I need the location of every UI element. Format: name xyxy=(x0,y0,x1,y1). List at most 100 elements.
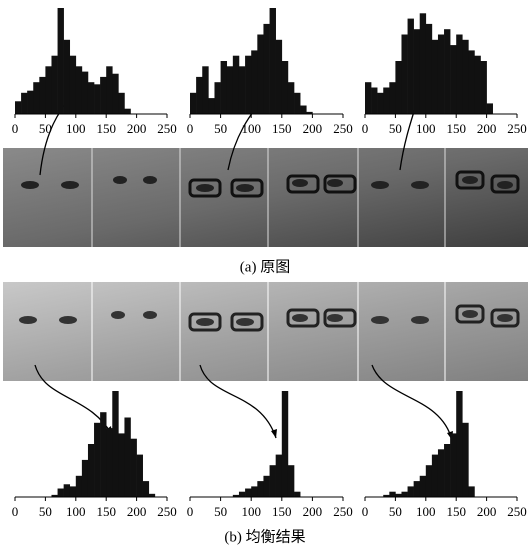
histogram-bar xyxy=(389,492,395,497)
x-tick-label: 150 xyxy=(96,121,116,136)
x-tick-label: 100 xyxy=(416,504,436,519)
histogram-bar xyxy=(82,460,88,497)
x-tick-label: 200 xyxy=(303,121,323,136)
histogram-bar xyxy=(438,449,444,497)
x-tick-label: 0 xyxy=(187,121,194,136)
histogram-bar xyxy=(294,492,300,497)
x-tick-label: 0 xyxy=(187,504,194,519)
histogram-bar xyxy=(118,93,124,114)
histogram-bar xyxy=(444,29,450,114)
x-tick-label: 200 xyxy=(477,504,497,519)
histogram-bar xyxy=(76,476,82,497)
faces-original xyxy=(3,148,528,247)
histogram-bar xyxy=(196,77,202,114)
histogram-bar xyxy=(408,19,414,114)
x-tick-label: 250 xyxy=(157,121,177,136)
histogram-bar xyxy=(106,66,112,114)
histogram-bar xyxy=(401,492,407,497)
histogram-bar xyxy=(70,56,76,114)
histogram-bar xyxy=(82,72,88,114)
histogram-bar xyxy=(100,77,106,114)
histogram-bar xyxy=(276,455,282,497)
histogram-bar xyxy=(137,455,143,497)
histogram-bar xyxy=(288,82,294,114)
histogram-bar xyxy=(257,481,263,497)
caption: (a) 原图 xyxy=(240,258,290,275)
x-tick-label: 100 xyxy=(241,121,261,136)
histogram-bar xyxy=(420,13,426,114)
histogram-bar xyxy=(456,391,462,497)
histogram-bar xyxy=(438,35,444,115)
histogram-bar xyxy=(70,486,76,497)
x-tick-label: 250 xyxy=(157,504,177,519)
histogram-bar xyxy=(227,66,233,114)
histogram-bar xyxy=(88,82,94,114)
x-tick-label: 250 xyxy=(507,504,527,519)
histogram-bar xyxy=(300,106,306,114)
histogram-bar xyxy=(27,91,33,114)
histogram-bar xyxy=(94,423,100,497)
figure: (a) 原图 (b) 均衡结果 050100150200250050100150… xyxy=(0,0,529,548)
histogram-bar xyxy=(45,66,51,114)
histogram-bar xyxy=(64,484,70,497)
histogram-bar xyxy=(33,82,39,114)
histogram-bar xyxy=(270,8,276,114)
x-tick-label: 50 xyxy=(214,504,227,519)
histogram-bar xyxy=(106,428,112,497)
histogram-bar xyxy=(377,93,383,114)
histogram-bar xyxy=(414,481,420,497)
x-tick-label: 200 xyxy=(477,121,497,136)
histogram-bar xyxy=(245,489,251,497)
x-tick-label: 200 xyxy=(127,121,147,136)
histogram-bar xyxy=(270,465,276,497)
x-tick-label: 150 xyxy=(272,504,292,519)
histogram-bar xyxy=(21,93,27,114)
histogram-bar xyxy=(190,93,196,114)
histogram-bar xyxy=(118,433,124,497)
histogram-bar xyxy=(143,481,149,497)
histogram-bar xyxy=(263,476,269,497)
histogram-bar xyxy=(395,61,401,114)
histogram-bar xyxy=(450,45,456,114)
x-tick-label: 150 xyxy=(446,121,466,136)
histogram-bar xyxy=(371,88,377,115)
histogram-bar xyxy=(444,444,450,497)
histogram-bar xyxy=(365,82,371,114)
x-tick-label: 50 xyxy=(39,121,52,136)
histogram-bar xyxy=(76,66,82,114)
x-tick-label: 200 xyxy=(303,504,323,519)
x-tick-label: 50 xyxy=(214,121,227,136)
histogram-bar xyxy=(94,84,100,114)
histogram-bar xyxy=(288,465,294,497)
x-tick-label: 150 xyxy=(96,504,116,519)
histogram-bar xyxy=(263,24,269,114)
x-tick-label: 250 xyxy=(333,121,353,136)
histogram-bar xyxy=(432,455,438,497)
x-tick-label: 150 xyxy=(446,504,466,519)
x-tick-label: 100 xyxy=(241,504,261,519)
x-tick-label: 250 xyxy=(333,504,353,519)
histogram-bar xyxy=(414,29,420,114)
histogram-bar xyxy=(462,423,468,497)
x-tick-label: 50 xyxy=(389,504,402,519)
histogram-bar xyxy=(456,35,462,115)
histogram-bar xyxy=(245,56,251,114)
histogram-bar xyxy=(257,35,263,115)
histogram-bar xyxy=(426,465,432,497)
histogram-bar xyxy=(112,391,118,497)
histogram-bar xyxy=(294,93,300,114)
histogram-bar xyxy=(124,418,130,498)
histogram-bar xyxy=(401,35,407,115)
histogram-bar xyxy=(432,40,438,114)
histogram-bar xyxy=(426,24,432,114)
x-tick-label: 0 xyxy=(12,504,19,519)
x-tick-label: 0 xyxy=(362,121,369,136)
histogram-bar xyxy=(462,40,468,114)
histogram-bar xyxy=(251,486,257,497)
x-tick-label: 0 xyxy=(362,504,369,519)
histogram-bar xyxy=(468,50,474,114)
histogram-bar xyxy=(221,61,227,114)
histogram-bar xyxy=(420,476,426,497)
histogram-bar xyxy=(389,82,395,114)
histogram-bar xyxy=(233,56,239,114)
